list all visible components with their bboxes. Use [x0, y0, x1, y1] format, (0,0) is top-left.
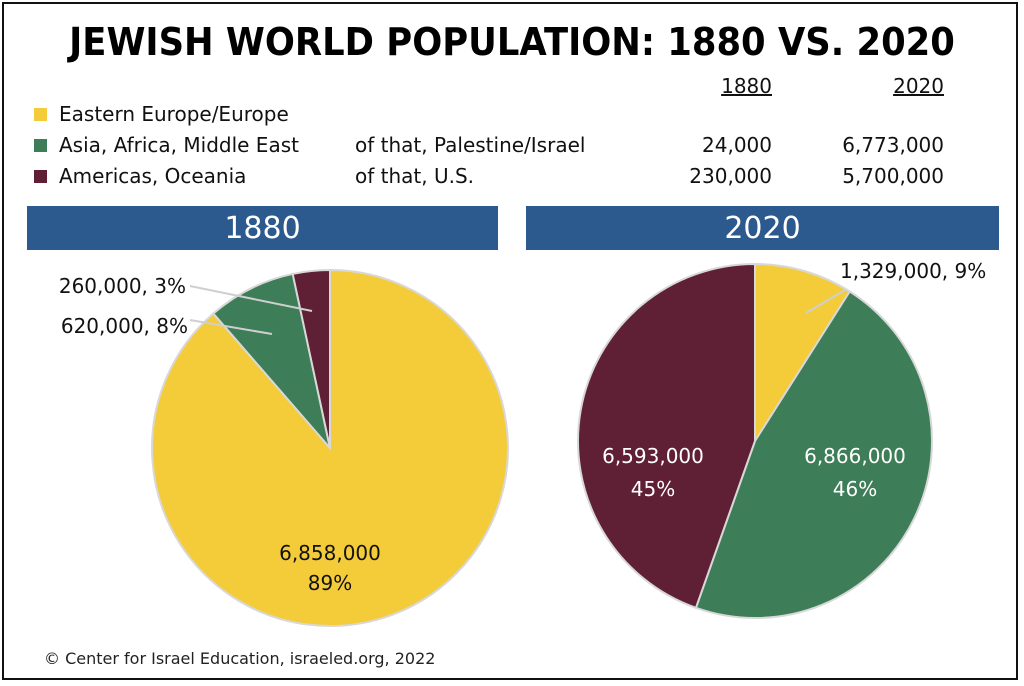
pie-2020-label-americas-percent: 45% [631, 477, 675, 501]
legend-item-americas-oceania: Americas, Oceania [34, 164, 246, 188]
pie-2020-slice-eastern-europe-europe [754, 262, 852, 445]
pie-2020-slice-americas-oceania [577, 262, 756, 610]
value-1880-us: 230,000 [689, 164, 772, 188]
pie-2020-label-asia-value: 6,866,000 [804, 444, 906, 468]
legend-swatch-asia-africa-middle-east [34, 138, 47, 152]
banner-2020: 2020 [526, 206, 999, 250]
value-2020-palestine-israel: 6,773,000 [842, 133, 944, 157]
pie-1880-slice-americas-oceania [291, 268, 331, 449]
chart-title: JEWISH WORLD POPULATION: 1880 VS. 2020 [69, 20, 955, 64]
pie-2020-label-americas-value: 6,593,000 [602, 444, 704, 468]
legend-swatch-europe [34, 107, 47, 121]
legend-label-americas-oceania: Americas, Oceania [59, 164, 247, 188]
pie-1880-label-europe-percent: 89% [308, 571, 352, 595]
pie-1880-leader-americas [189, 285, 313, 312]
legend-label-asia-africa-middle-east: Asia, Africa, Middle East [59, 133, 299, 157]
pie-1880-leader-asia [189, 319, 273, 335]
legend-label-europe: Eastern Europe/Europe [59, 102, 289, 126]
column-header-2020: 2020 [893, 74, 944, 98]
legend-swatch-americas-oceania [34, 169, 47, 183]
banner-1880: 1880 [27, 206, 498, 250]
row-label-us: of that, U.S. [355, 164, 475, 188]
pie-1880-slice-asia-africa-middle-east [211, 272, 331, 449]
value-2020-us: 5,700,000 [842, 164, 944, 188]
footer-credit: © Center for Israel Education, israeled.… [44, 649, 436, 668]
pie-2020-label-europe: 1,329,000, 9% [840, 259, 986, 283]
pie-2020-label-asia-percent: 46% [833, 477, 877, 501]
pie-2020-leader-europe [805, 289, 846, 314]
row-label-palestine-israel: of that, Palestine/Israel [355, 133, 586, 157]
legend-item-asia-africa-middle-east: Asia, Africa, Middle East [34, 133, 299, 157]
pie-1880-label-asia: 620,000, 8% [61, 314, 188, 338]
pie-1880-label-americas: 260,000, 3% [59, 274, 186, 298]
pie-1880-label-europe-value: 6,858,000 [279, 541, 381, 565]
value-1880-palestine-israel: 24,000 [702, 133, 772, 157]
pie-2020-slice-asia-africa-middle-east [694, 290, 933, 619]
legend-item-europe: Eastern Europe/Europe [34, 102, 289, 126]
column-header-1880: 1880 [721, 74, 772, 98]
